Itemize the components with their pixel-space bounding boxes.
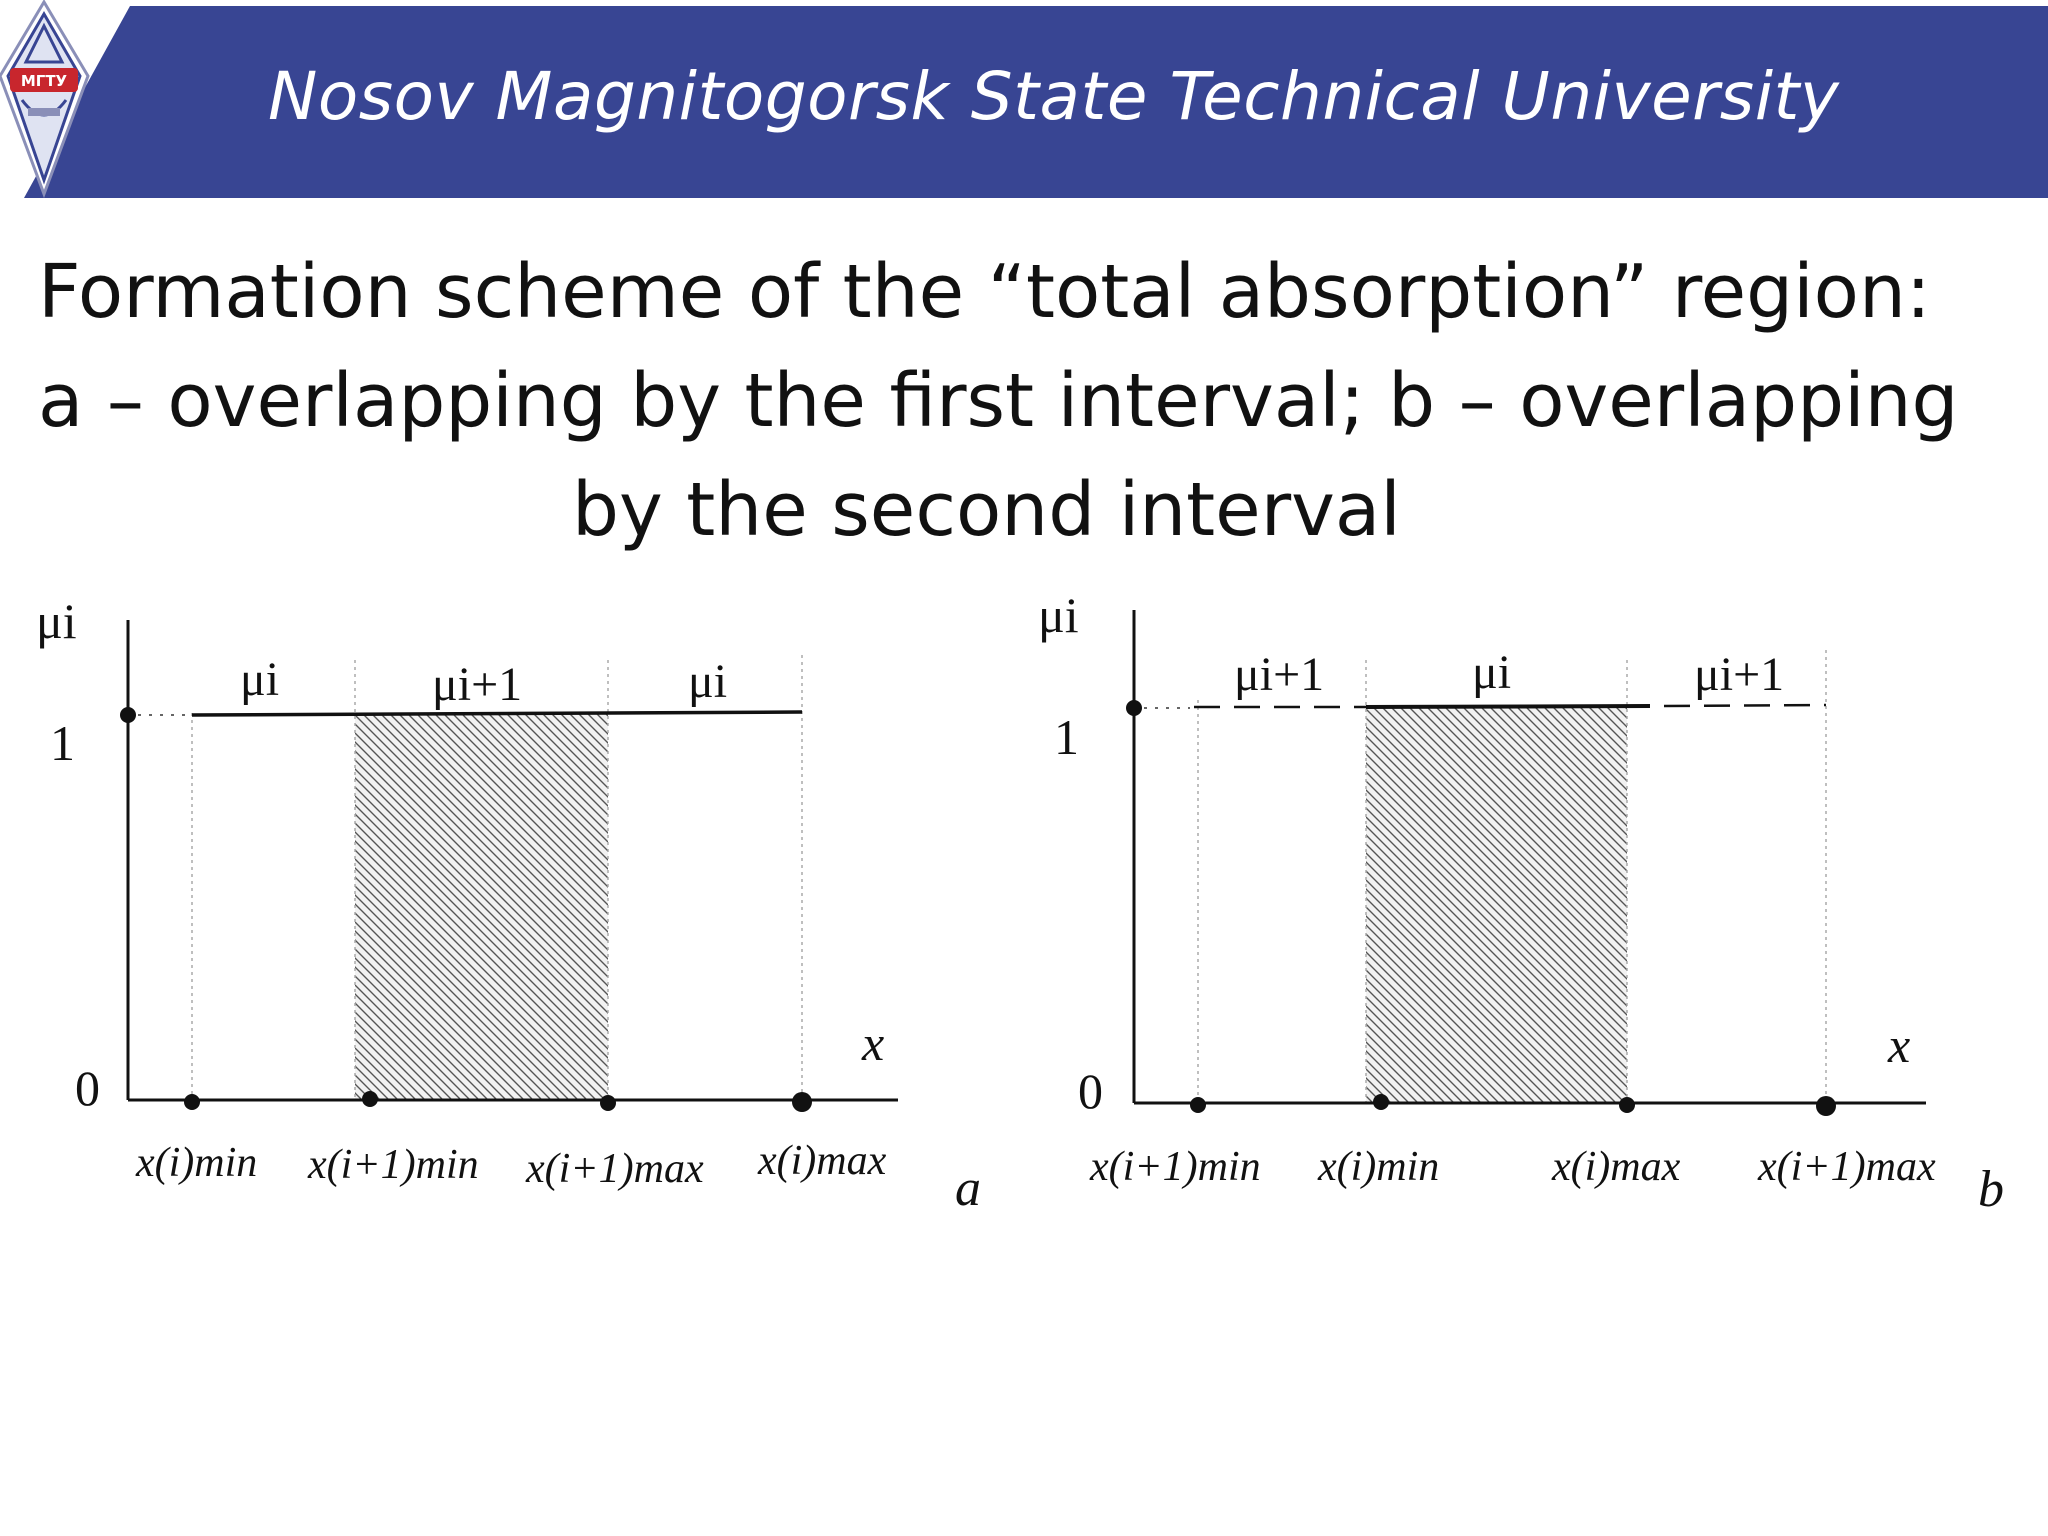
- title-line-3: by the second interval: [572, 467, 1401, 553]
- x-point: [1373, 1094, 1389, 1110]
- panel-label-a: a: [955, 1160, 981, 1217]
- membership-dashed-line: [1663, 703, 1827, 708]
- membership-level-line: [191, 710, 803, 717]
- x-point: [1190, 1097, 1206, 1113]
- x-tick-label: x(i+1)min: [1089, 1144, 1261, 1190]
- header-band: МГТУ Nosov Magnitogorsk State Technical …: [0, 0, 2048, 200]
- university-name: Nosov Magnitogorsk State Technical Unive…: [268, 58, 1840, 135]
- x-tick-label: x(i)max: [757, 1138, 887, 1184]
- level-label: μi+1: [1694, 648, 1784, 701]
- x-tick-label: x(i+1)min: [307, 1142, 479, 1188]
- university-logo: МГТУ: [0, 0, 90, 199]
- level-label: μi: [240, 653, 279, 706]
- level-point: [1126, 700, 1142, 716]
- level-label: μi+1: [432, 658, 522, 711]
- header-band-shape: МГТУ: [0, 0, 2048, 199]
- membership-level-line: [1365, 704, 1651, 709]
- y-axis-label-b: μi: [1038, 587, 1079, 643]
- x-point: [792, 1092, 812, 1112]
- level-label: μi+1: [1234, 648, 1324, 701]
- absorption-region-a: [355, 713, 608, 1099]
- absorption-region-b: [1366, 708, 1627, 1103]
- diagram-a: μi 1 0 x μi μi+1 μi x(i)min x(i+1)min x(…: [36, 593, 981, 1217]
- tick-zero-a: 0: [75, 1060, 100, 1116]
- tick-one-b: 1: [1054, 709, 1079, 765]
- diagram-b: μi 1 0 x μi+1 μi μi+1 x(i+1)min x(i)min …: [1038, 587, 2004, 1218]
- x-tick-label: x(i+1)max: [525, 1146, 704, 1192]
- x-tick-label: x(i+1)max: [1757, 1144, 1936, 1190]
- x-axis-label-b: x: [1887, 1017, 1910, 1073]
- x-tick-label: x(i)max: [1551, 1144, 1681, 1190]
- tick-one-a: 1: [50, 715, 75, 771]
- x-tick-label: x(i)min: [1317, 1144, 1439, 1190]
- tick-zero-b: 0: [1078, 1063, 1103, 1119]
- title-line-1: Formation scheme of the “total absorptio…: [38, 249, 1931, 335]
- level-label: μi: [1472, 646, 1511, 699]
- x-point: [184, 1094, 200, 1110]
- level-label: μi: [688, 655, 727, 708]
- x-point: [1816, 1096, 1836, 1116]
- y-axis-label-a: μi: [36, 593, 77, 649]
- level-point: [120, 707, 136, 723]
- x-point: [1619, 1097, 1635, 1113]
- panel-label-b: b: [1978, 1161, 2004, 1218]
- logo-text: МГТУ: [21, 72, 68, 90]
- x-tick-label: x(i)min: [135, 1140, 257, 1186]
- slide-title: Formation scheme of the “total absorptio…: [20, 238, 2000, 565]
- x-axis-label-a: x: [861, 1015, 884, 1071]
- title-line-2: a – overlapping by the first interval; b…: [38, 358, 1959, 444]
- x-point: [362, 1091, 378, 1107]
- x-point: [600, 1095, 616, 1111]
